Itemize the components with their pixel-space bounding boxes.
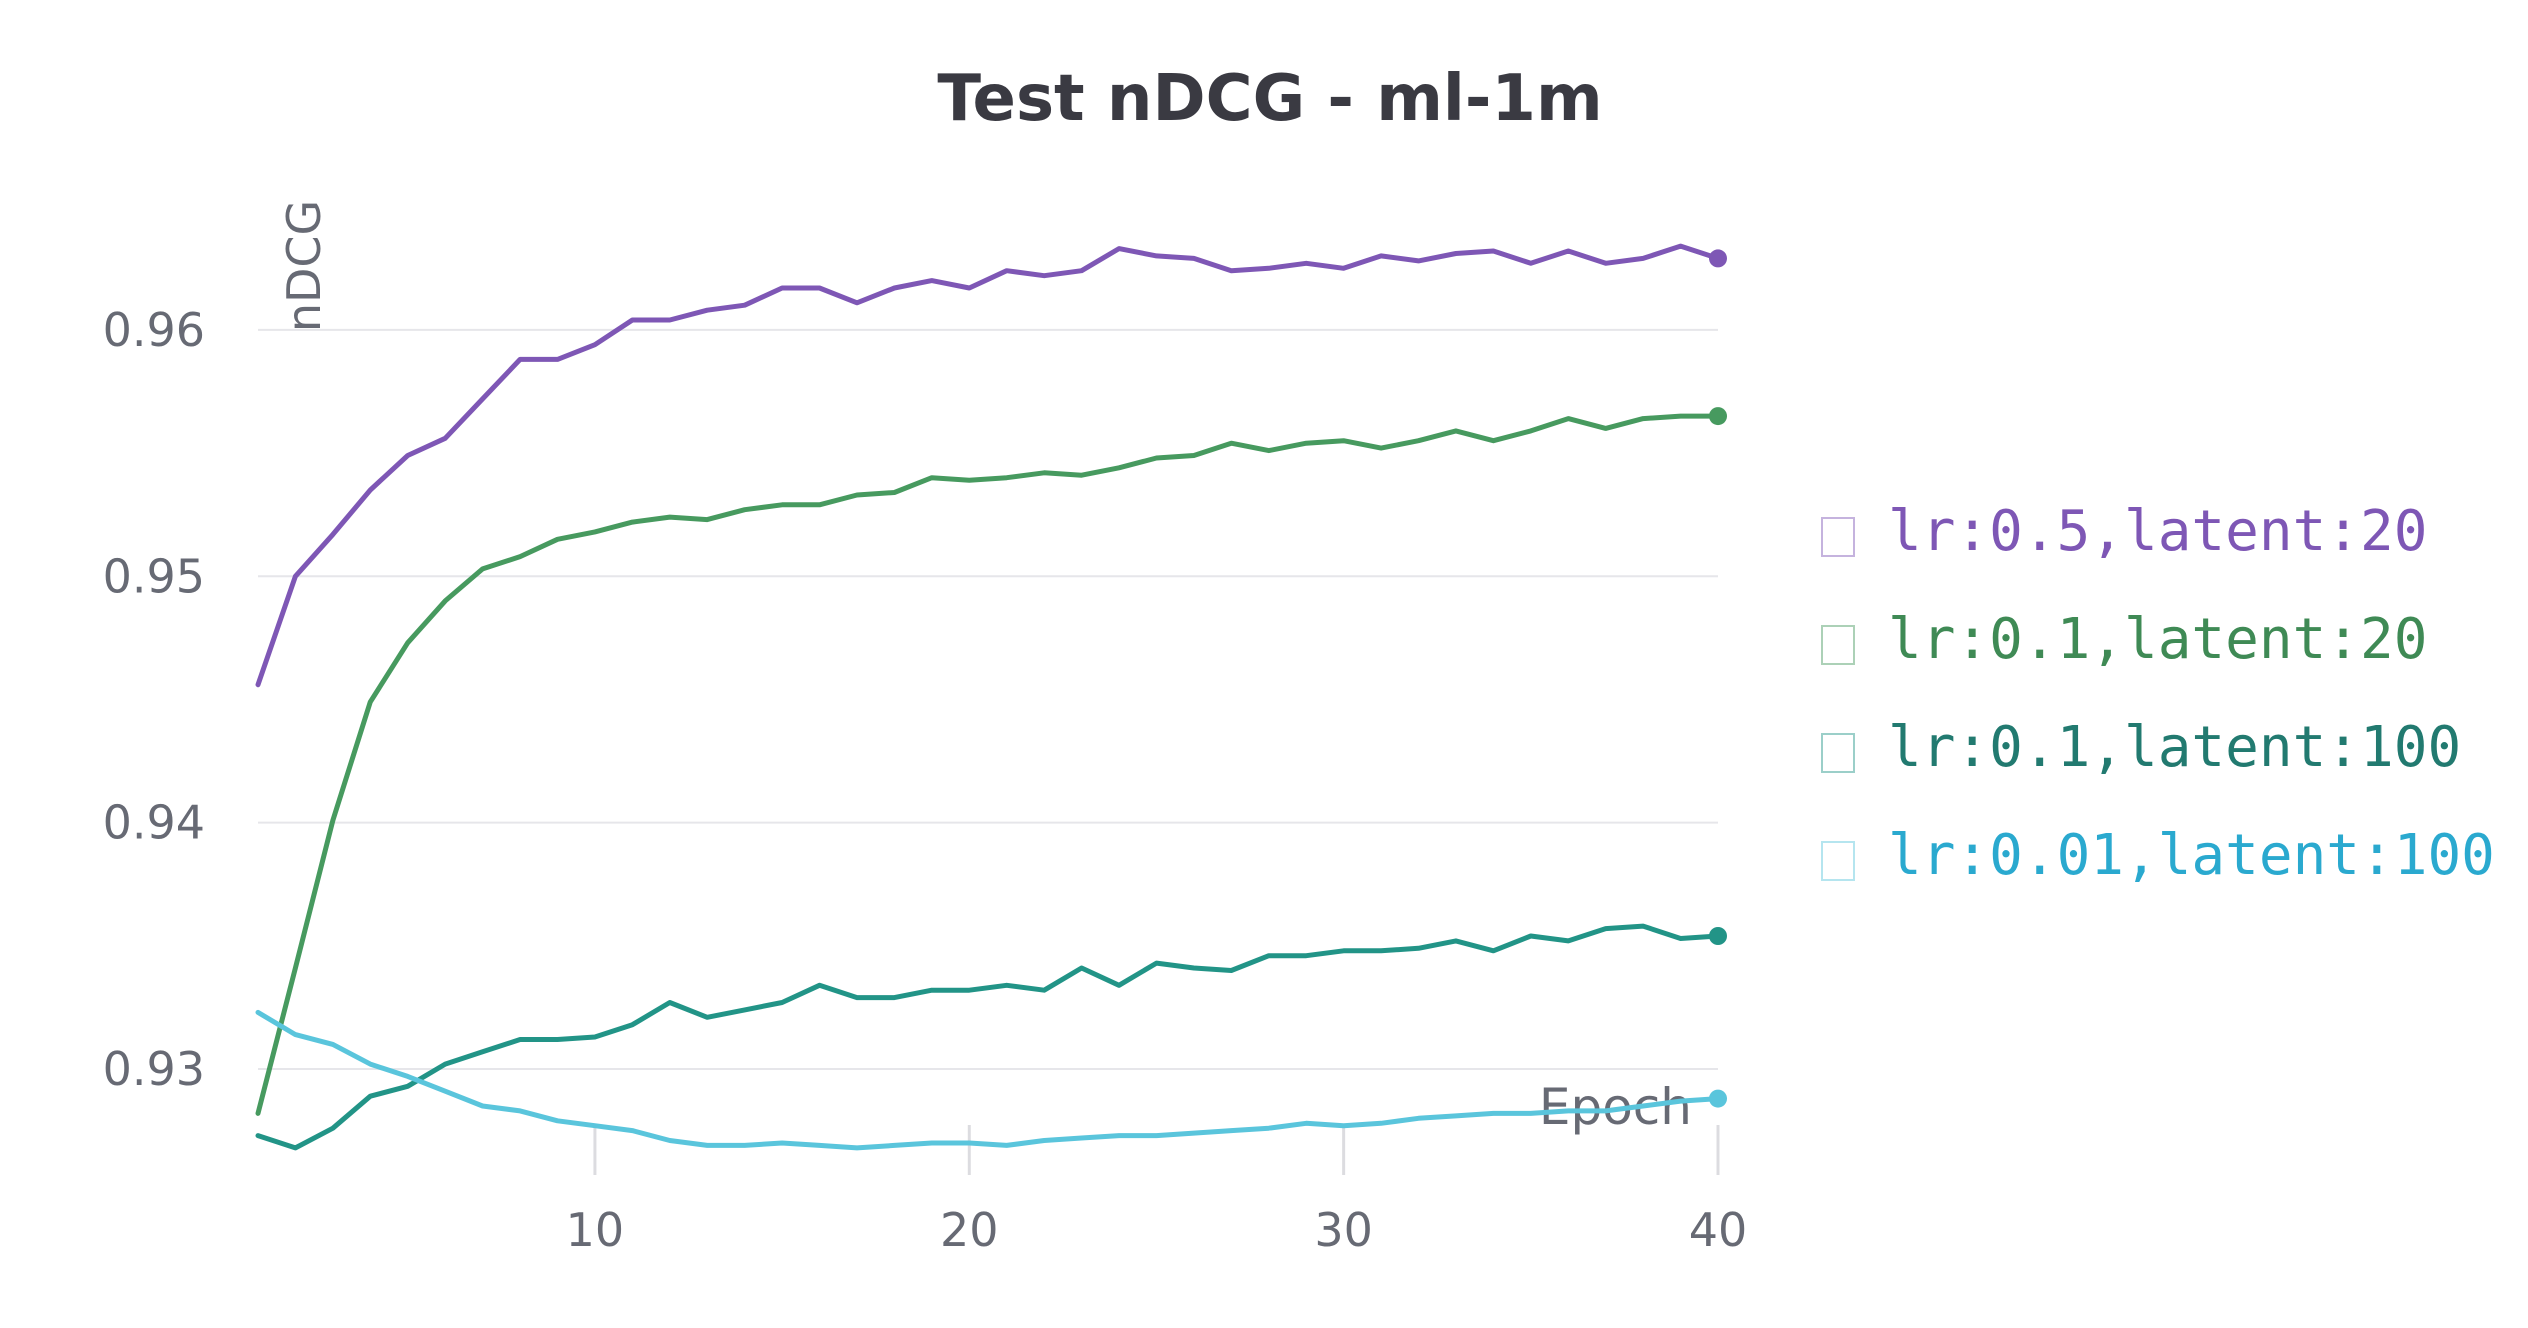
legend-swatch xyxy=(1821,625,1855,665)
series-line xyxy=(255,1009,1721,1151)
x-tick-label: 20 xyxy=(940,1203,999,1257)
series-line xyxy=(255,923,1721,1151)
series-lines xyxy=(255,243,1727,1151)
y-tick-label: 0.94 xyxy=(103,796,205,850)
legend-label: lr:0.1,latent:20 xyxy=(1888,607,2427,672)
series-line xyxy=(255,413,1721,1116)
series-end-point xyxy=(1709,1089,1727,1108)
series-end-point xyxy=(1709,926,1727,945)
legend-swatch xyxy=(1821,733,1855,773)
x-axis: 10 20 30 40 xyxy=(566,1125,1748,1257)
y-tick-label: 0.96 xyxy=(103,303,205,357)
x-axis-title: Epoch xyxy=(1539,1078,1692,1136)
y-axis: 0.93 0.94 0.95 0.96 xyxy=(103,303,205,1096)
y-tick-label: 0.95 xyxy=(103,549,205,603)
legend-label: lr:0.1,latent:100 xyxy=(1888,715,2461,780)
legend-label: lr:0.5,latent:20 xyxy=(1888,499,2427,564)
x-tick-label: 30 xyxy=(1314,1203,1373,1257)
chart-title: Test nDCG - ml-1m xyxy=(937,62,1602,136)
series-end-point xyxy=(1709,407,1727,426)
series-line xyxy=(255,243,1721,688)
x-tick-label: 10 xyxy=(566,1203,625,1257)
x-tick-label: 40 xyxy=(1689,1203,1748,1257)
legend-label: lr:0.01,latent:100 xyxy=(1888,823,2495,888)
legend-swatch xyxy=(1821,841,1855,881)
gridlines xyxy=(258,328,1718,1071)
y-tick-label: 0.93 xyxy=(103,1042,205,1096)
legend: lr:0.5,latent:20 lr:0.1,latent:20 lr:0.1,l… xyxy=(1821,499,2495,888)
legend-swatch xyxy=(1821,517,1855,557)
series-end-point xyxy=(1709,249,1727,268)
y-axis-title: nDCG xyxy=(277,200,331,332)
